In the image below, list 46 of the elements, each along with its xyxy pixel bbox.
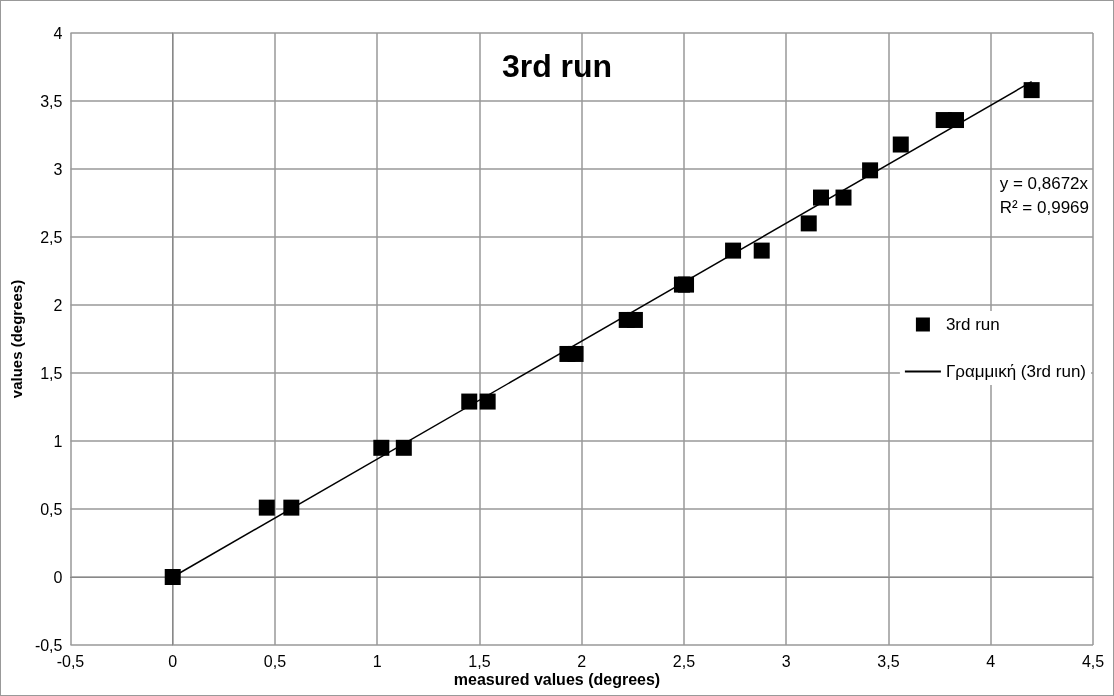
y-tick-label: 3 xyxy=(53,160,63,178)
point xyxy=(678,276,695,293)
point xyxy=(892,136,909,153)
annotation: R² = 0,9969 xyxy=(999,197,1089,217)
point xyxy=(947,112,964,129)
y-tick-label: 2,5 xyxy=(40,228,63,246)
x-tick-label: 4,5 xyxy=(1081,652,1105,670)
point xyxy=(725,242,742,259)
point xyxy=(567,345,584,362)
x-tick-label: 2,5 xyxy=(672,652,696,670)
legend-label: 3rd run xyxy=(945,315,1000,334)
point xyxy=(862,162,879,179)
x-tick-label: 2 xyxy=(577,652,587,670)
y-tick-label: 4 xyxy=(53,24,63,42)
y-tick-label: 0,5 xyxy=(40,500,63,518)
y-tick-label: -0,5 xyxy=(34,636,63,654)
point xyxy=(373,439,390,456)
x-axis-title: measured values (degrees) xyxy=(453,670,661,688)
point xyxy=(164,569,181,585)
y-tick-label: 2 xyxy=(53,296,63,314)
y-tick-label: 3,5 xyxy=(40,92,63,110)
point xyxy=(258,499,275,516)
point xyxy=(395,439,412,456)
point xyxy=(479,393,496,410)
point xyxy=(626,311,643,328)
point xyxy=(835,189,852,206)
y-tick-label: 1 xyxy=(53,432,63,450)
x-tick-label: 0,5 xyxy=(263,652,287,670)
point xyxy=(1023,82,1040,99)
point xyxy=(813,189,830,206)
annotation: y = 0,8672x xyxy=(999,173,1089,193)
point xyxy=(283,499,300,516)
x-tick-label: 1,5 xyxy=(468,652,491,670)
legend-label: Γραμμική (3rd run) xyxy=(945,362,1086,381)
y-tick-label: 1,5 xyxy=(40,364,63,382)
x-tick-label: 1 xyxy=(372,652,382,670)
y-axis-title: values (degrees) xyxy=(8,279,25,399)
x-tick-label: 3 xyxy=(781,652,791,670)
point xyxy=(753,242,770,259)
x-tick-label: 4 xyxy=(986,652,996,670)
point xyxy=(461,393,478,410)
x-tick-label: 3,5 xyxy=(877,652,900,670)
y-tick-label: 0 xyxy=(53,568,63,586)
point xyxy=(800,215,817,232)
x-tick-label: 0 xyxy=(168,652,178,670)
text: 3rd run xyxy=(501,48,613,84)
